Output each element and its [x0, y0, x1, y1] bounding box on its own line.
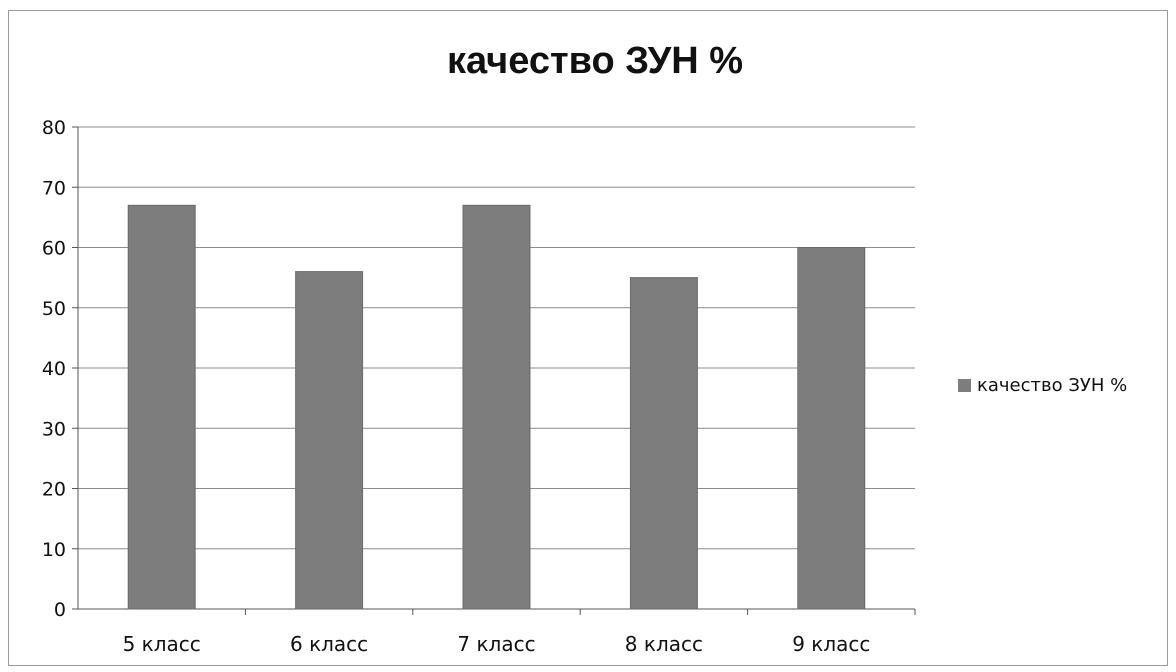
bar — [629, 277, 698, 610]
bar — [127, 204, 196, 610]
x-tick-label: 5 класс — [123, 632, 201, 656]
y-tick-label: 50 — [42, 298, 66, 320]
y-tick-label: 10 — [42, 539, 66, 561]
y-tick-label: 40 — [42, 358, 66, 380]
x-tick-label: 9 класс — [792, 632, 870, 656]
bar — [462, 204, 531, 610]
y-tick-label: 0 — [54, 599, 66, 621]
y-tick-label: 60 — [42, 238, 66, 260]
chart-frame — [8, 10, 1168, 666]
x-tick-label: 7 класс — [457, 632, 535, 656]
y-tick-label: 30 — [42, 418, 66, 440]
bar — [295, 271, 364, 610]
legend-label: качество ЗУН % — [977, 375, 1128, 396]
x-tick-label: 6 класс — [290, 632, 368, 656]
bar — [797, 247, 866, 610]
legend: качество ЗУН % — [958, 375, 1127, 396]
chart-title: качество ЗУН % — [446, 40, 744, 82]
legend-swatch — [958, 379, 971, 392]
y-tick-label: 20 — [42, 479, 66, 501]
y-tick-label: 80 — [42, 117, 66, 139]
x-tick-label: 8 класс — [625, 632, 703, 656]
y-tick-label: 70 — [42, 177, 66, 199]
